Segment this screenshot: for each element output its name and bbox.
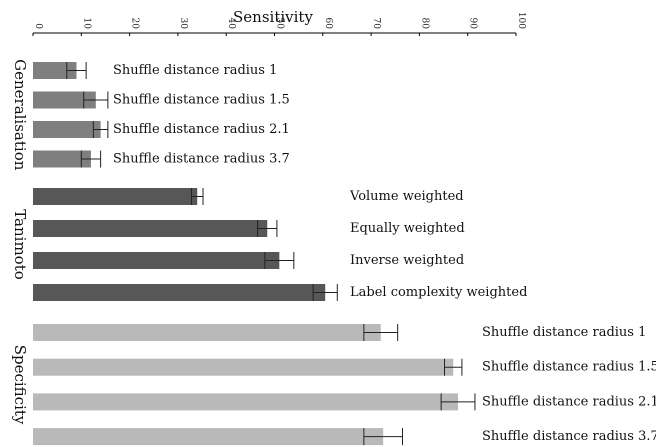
bar — [33, 324, 381, 341]
bar-label: Shuffle distance radius 1.5 — [113, 93, 290, 108]
x-tick-label: 10 — [81, 18, 91, 30]
bar — [33, 121, 101, 138]
bar — [33, 220, 268, 237]
x-tick-label: 0 — [33, 23, 43, 29]
bar-label: Shuffle distance radius 1 — [482, 325, 646, 340]
bar — [33, 428, 384, 446]
bar-label: Shuffle distance radius 2.1 — [482, 394, 656, 409]
bar-label: Equally weighted — [350, 221, 465, 236]
bar — [33, 252, 280, 269]
bar — [33, 150, 91, 168]
x-tick-label: 40 — [226, 18, 236, 30]
x-tick-label: 70 — [371, 18, 381, 30]
bar-label: Shuffle distance radius 3.7 — [482, 429, 656, 444]
bar-label: Label complexity weighted — [350, 285, 527, 300]
bar-label: Shuffle distance radius 3.7 — [113, 152, 290, 167]
group-label: Specificity — [11, 345, 29, 425]
x-tick-label: 60 — [323, 18, 333, 30]
x-tick-label: 90 — [468, 18, 478, 30]
bar-label: Inverse weighted — [350, 253, 464, 268]
bar-label: Shuffle distance radius 2.1 — [113, 122, 290, 137]
x-axis: 0 10 20 30 40 50 60 70 80 90 100 — [32, 12, 526, 36]
x-tick-label: 30 — [178, 18, 188, 30]
bar-groups: Generalisation Shuffle distance radius 1S… — [11, 59, 656, 446]
bar-label: Volume weighted — [349, 189, 464, 204]
bar-group: Specificity Shuffle distance radius 1 Shuf… — [11, 324, 656, 446]
bar-label: Shuffle distance radius 1 — [113, 63, 277, 78]
x-tick-label: 50 — [275, 18, 285, 30]
bar-group: Tanimoto Volume weighted Equally weighted I… — [11, 188, 527, 301]
bar — [33, 91, 96, 109]
bar — [33, 393, 459, 411]
group-label: Tanimoto — [11, 209, 29, 280]
group-label: Generalisation — [11, 59, 29, 171]
bar-group: Generalisation Shuffle distance radius 1 S… — [11, 59, 290, 171]
bar — [33, 188, 198, 205]
bar — [33, 358, 454, 376]
bar — [33, 284, 326, 301]
bar-label: Shuffle distance radius 1.5 — [482, 360, 656, 375]
chart-title: Sensitivity — [233, 8, 313, 26]
x-tick-label: 100 — [516, 12, 526, 29]
x-tick-label: 80 — [419, 18, 429, 30]
bar — [33, 62, 77, 79]
x-tick-label: 20 — [130, 18, 140, 30]
